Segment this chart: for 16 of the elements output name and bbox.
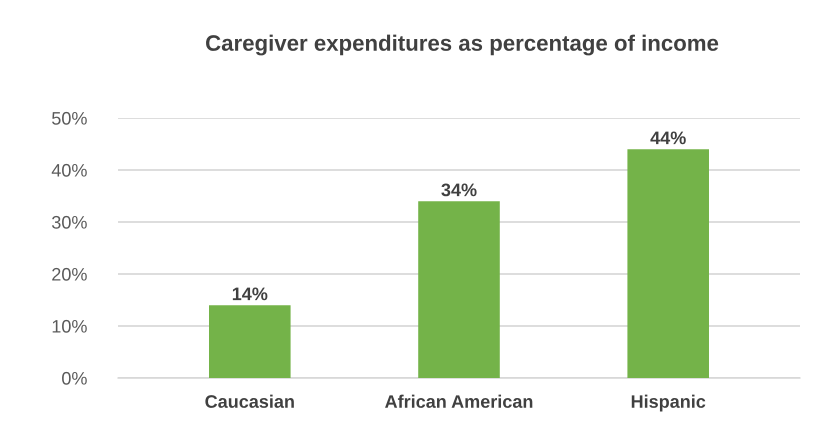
y-tick-label: 40% (52, 164, 87, 177)
data-label: 14% (232, 288, 268, 300)
bar (627, 149, 709, 378)
bar (209, 305, 291, 378)
y-tick-label: 20% (52, 268, 87, 281)
x-tick-label: Hispanic (632, 394, 706, 412)
data-label: 34% (441, 183, 477, 196)
x-tick-label: Caucasian (205, 394, 294, 408)
bar (418, 201, 500, 378)
y-tick-label: 0% (62, 372, 87, 385)
x-tick-label: African American (385, 394, 532, 408)
chart-title: Caregiver expenditures as percentage of income (206, 34, 718, 56)
data-label: 44% (650, 132, 686, 144)
y-tick-label: 50% (52, 112, 87, 125)
y-tick-label: 10% (52, 320, 87, 333)
y-tick-label: 30% (52, 216, 87, 229)
